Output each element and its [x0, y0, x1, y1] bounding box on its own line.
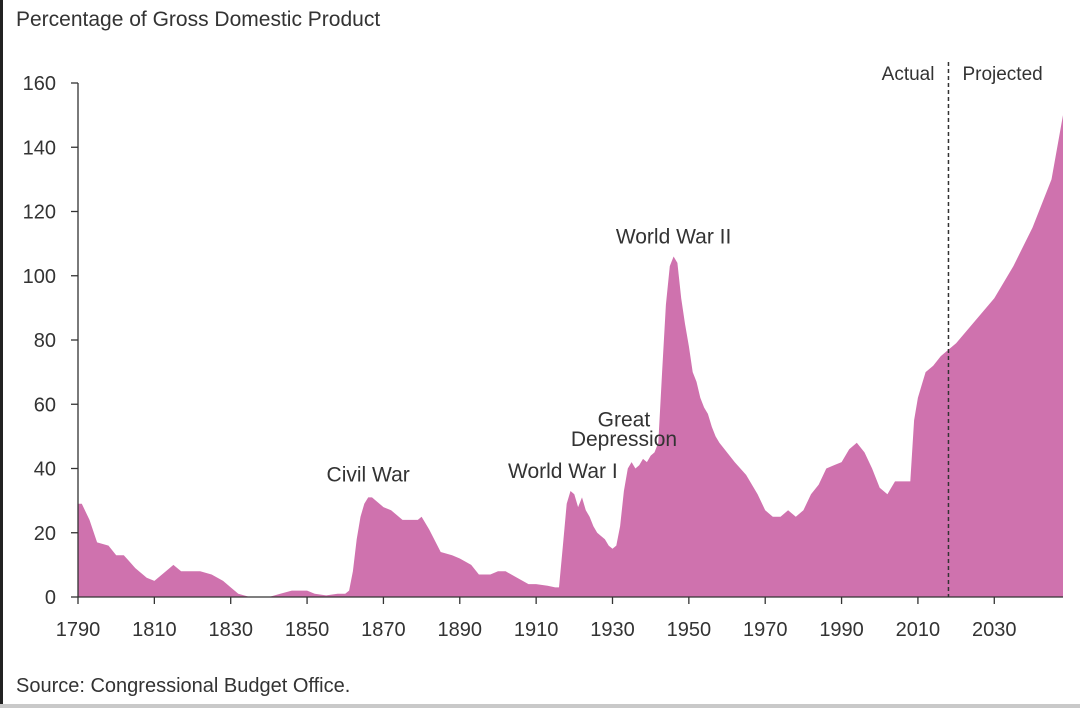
- x-tick-label: 1790: [56, 619, 101, 641]
- y-tick-label: 0: [45, 587, 56, 609]
- actual-label: Actual: [882, 64, 935, 85]
- annotation-label: Civil War: [327, 463, 410, 486]
- annotation-label: Great: [598, 409, 651, 432]
- y-tick-label: 80: [34, 330, 56, 352]
- y-tick-label: 120: [23, 202, 56, 224]
- x-tick-label: 2030: [972, 619, 1017, 641]
- debt-area: [78, 115, 1063, 597]
- x-tick-label: 1930: [590, 619, 635, 641]
- y-tick-label: 60: [34, 394, 56, 416]
- y-axis: 0 20 40 60 80 100 120 140 160: [23, 73, 79, 609]
- y-tick-label: 140: [23, 137, 56, 159]
- x-tick-label: 1950: [667, 619, 712, 641]
- x-tick-label: 1810: [132, 619, 177, 641]
- x-tick-label: 1990: [819, 619, 864, 641]
- bottom-edge-border: [0, 704, 1080, 708]
- x-tick-label: 1910: [514, 619, 559, 641]
- annotation-label: World War II: [616, 226, 732, 249]
- x-tick-label: 1890: [438, 619, 483, 641]
- y-tick-label: 40: [34, 459, 56, 481]
- y-tick-label: 20: [34, 523, 56, 545]
- projected-label: Projected: [962, 64, 1042, 85]
- x-tick-label: 1970: [743, 619, 788, 641]
- annotation-label: Depression: [571, 428, 677, 451]
- y-tick-label: 160: [23, 73, 56, 95]
- y-tick-label: 100: [23, 266, 56, 288]
- left-edge-border: [0, 0, 3, 708]
- annotation-label: World War I: [508, 460, 618, 483]
- y-axis-title: Percentage of Gross Domestic Product: [16, 8, 381, 31]
- x-tick-label: 1850: [285, 619, 330, 641]
- x-axis: 1790 1810 1830 1850 1870 1890 1910 1930 1950 1970…: [56, 596, 1063, 641]
- source-note: Source: Congressional Budget Office.: [16, 675, 351, 697]
- x-tick-label: 2010: [896, 619, 941, 641]
- x-tick-label: 1830: [208, 619, 253, 641]
- x-tick-label: 1870: [361, 619, 406, 641]
